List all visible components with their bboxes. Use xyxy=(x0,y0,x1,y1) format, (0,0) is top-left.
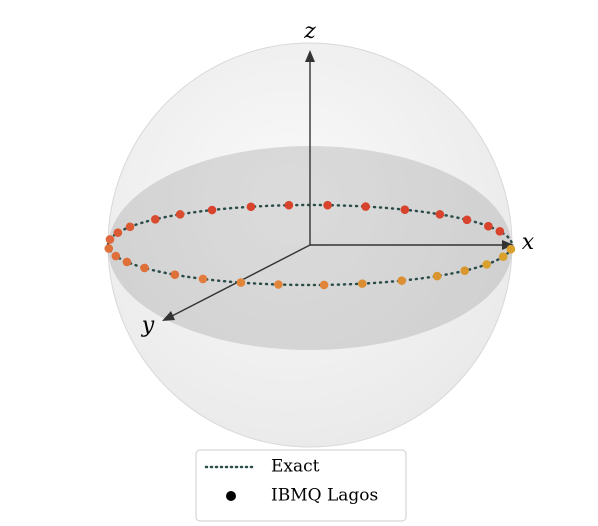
data-point xyxy=(482,260,491,269)
data-point xyxy=(104,244,114,253)
data-point xyxy=(506,244,516,254)
data-point xyxy=(113,228,123,237)
data-point xyxy=(357,279,367,288)
data-point xyxy=(140,263,149,273)
data-point xyxy=(122,257,132,267)
legend xyxy=(195,449,407,522)
data-point xyxy=(170,270,180,280)
data-point xyxy=(274,280,283,289)
data-point xyxy=(498,252,508,261)
data-point xyxy=(236,278,246,287)
x-arrow xyxy=(502,240,514,250)
data-point xyxy=(435,210,445,219)
legend-dot xyxy=(226,491,236,501)
z-arrow xyxy=(305,50,315,62)
data-point xyxy=(400,205,410,214)
z-label: z xyxy=(303,19,316,44)
legend-label: IBMQ Lagos xyxy=(271,486,378,506)
data-point xyxy=(111,251,121,261)
data-point xyxy=(246,202,256,212)
x-label: x xyxy=(522,230,535,255)
data-point xyxy=(105,235,115,244)
data-point xyxy=(198,274,208,284)
data-point xyxy=(432,271,442,281)
data-point xyxy=(284,200,294,210)
front-layer xyxy=(104,243,516,290)
data-point xyxy=(484,221,493,231)
data-point xyxy=(460,266,470,276)
data-point xyxy=(323,200,332,210)
data-point xyxy=(319,280,329,290)
equatorial-plane xyxy=(108,146,512,350)
legend-label: Exact xyxy=(271,457,320,477)
data-point xyxy=(175,210,185,219)
data-point xyxy=(150,214,160,224)
y-arrow xyxy=(162,311,175,321)
data-point xyxy=(462,215,472,225)
data-point xyxy=(207,205,217,215)
data-point xyxy=(495,227,505,236)
data-point xyxy=(397,276,407,285)
data-point xyxy=(361,202,370,211)
exact-curve xyxy=(106,243,514,287)
y-label: y xyxy=(141,313,155,338)
data-point xyxy=(125,222,135,232)
